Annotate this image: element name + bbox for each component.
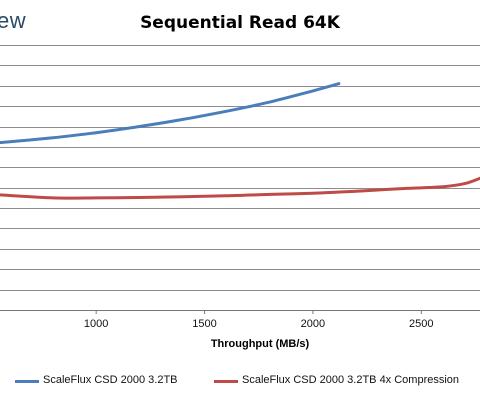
gridlines: [0, 45, 480, 314]
x-tick-label: 1000: [83, 318, 109, 330]
chart-title: Sequential Read 64K: [140, 13, 340, 33]
brand-logo-text: ew: [0, 8, 27, 33]
series-lines: [0, 82, 480, 200]
legend-swatch-series-2: [214, 380, 238, 383]
legend-label-series-1: ScaleFlux CSD 2000 3.2TB: [43, 374, 178, 386]
series-line-1: [0, 82, 341, 145]
legend-label-series-2: ScaleFlux CSD 2000 3.2TB 4x Compression: [242, 374, 460, 386]
legend-swatch-series-1: [15, 380, 39, 383]
x-tick-label-partial: 0: [0, 318, 26, 330]
x-tick-label: 2500: [409, 318, 434, 330]
x-tick-label: 2000: [300, 318, 326, 330]
x-tick-label: 1500: [192, 318, 217, 330]
series-line-2: [0, 176, 480, 200]
x-axis-label: Throughput (MB/s): [210, 338, 310, 350]
